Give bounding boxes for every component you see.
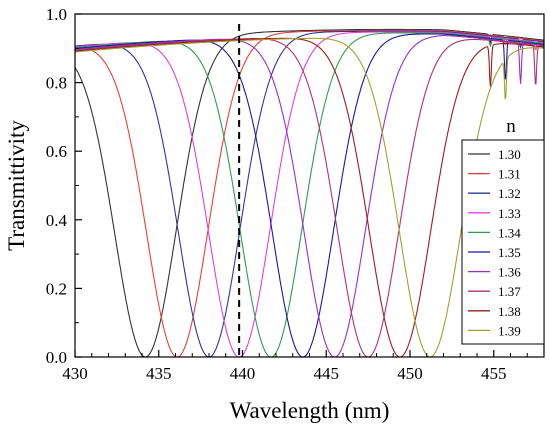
legend-label: 1.37 <box>498 284 521 299</box>
legend-label: 1.35 <box>498 245 521 260</box>
legend-label: 1.32 <box>498 186 521 201</box>
x-axis-title: Wavelength (nm) <box>230 398 390 423</box>
y-axis-title: Transmittivity <box>4 120 29 251</box>
legend-label: 1.31 <box>498 167 521 182</box>
y-tick-label: 1.0 <box>46 5 67 24</box>
legend-label: 1.39 <box>498 323 521 338</box>
series-line-1-38 <box>75 37 544 357</box>
legend-title: n <box>506 116 516 137</box>
axis-ticks: 430 435 440 445 450 455 0.0 0.2 0.4 0.6 0.8 1.0 <box>46 5 545 383</box>
series-line-1-37 <box>75 38 544 357</box>
x-tick-label: 435 <box>146 364 172 383</box>
series-line-1-35 <box>75 33 544 357</box>
legend-label: 1.30 <box>498 147 521 162</box>
x-tick-label: 450 <box>397 364 423 383</box>
y-tick-label: 0.0 <box>46 348 67 367</box>
x-tick-label: 445 <box>314 364 340 383</box>
y-tick-label: 0.2 <box>46 279 67 298</box>
x-tick-label: 455 <box>481 364 507 383</box>
series-line-1-31 <box>75 29 544 357</box>
series-line-1-33 <box>75 31 544 357</box>
legend-label: 1.33 <box>498 206 521 221</box>
y-tick-label: 0.4 <box>46 211 68 230</box>
x-tick-label: 440 <box>230 364 256 383</box>
series-line-1-30 <box>75 28 544 357</box>
y-tick-label: 0.6 <box>46 142 67 161</box>
y-tick-label: 0.8 <box>46 74 67 93</box>
legend-label: 1.34 <box>498 225 521 240</box>
series-line-1-32 <box>75 30 544 357</box>
legend-label: 1.38 <box>498 304 521 319</box>
legend: 1.30 1.31 1.32 1.33 1.34 1.35 1.36 1.37 1.38 1.39 <box>461 139 545 345</box>
series-line-1-34 <box>75 32 544 357</box>
series-line-1-36 <box>75 35 544 357</box>
x-tick-label: 430 <box>62 364 88 383</box>
legend-label: 1.36 <box>498 265 521 280</box>
